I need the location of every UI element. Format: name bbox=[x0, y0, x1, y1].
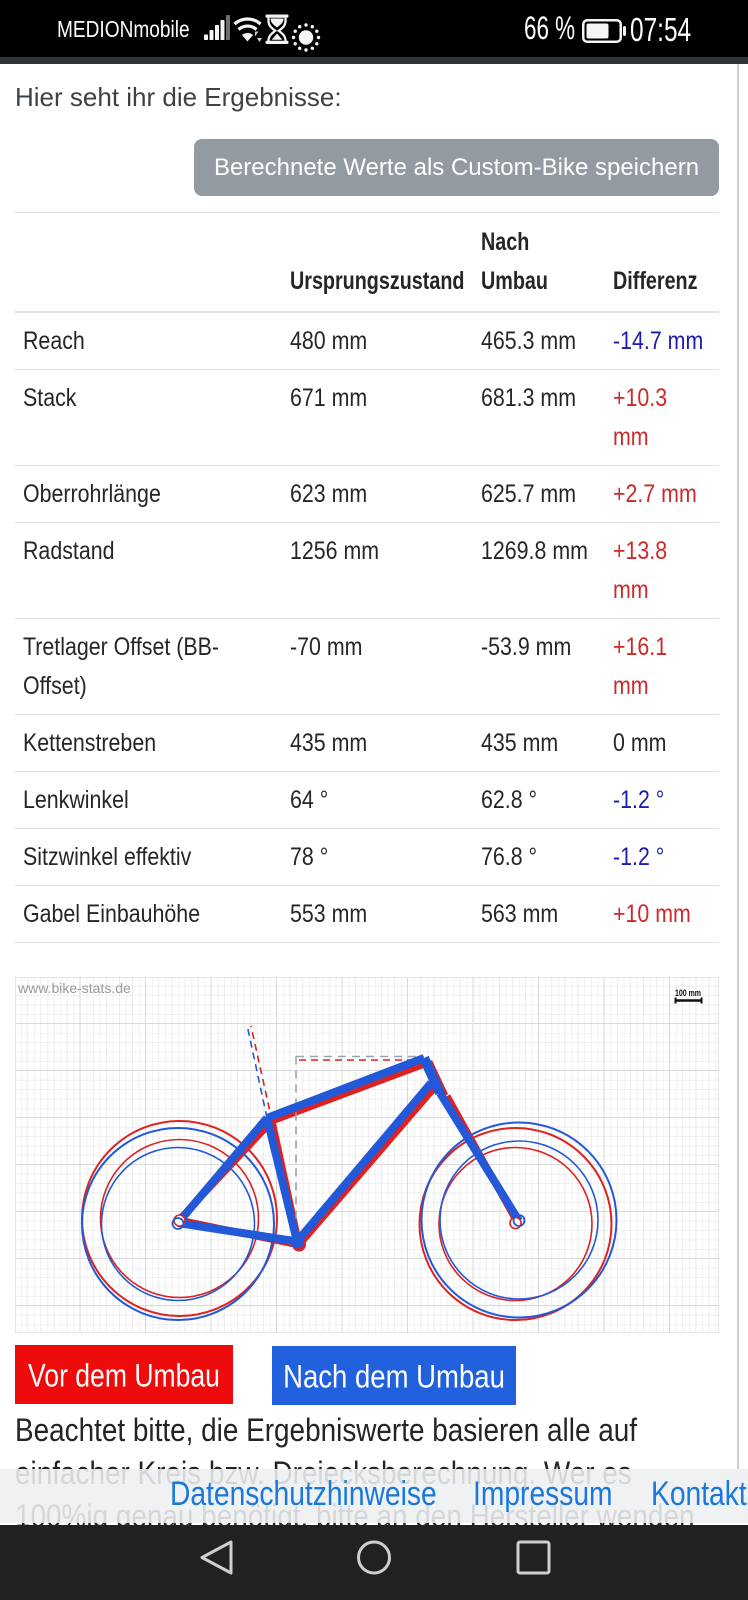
svg-text:www.bike-stats.de: www.bike-stats.de bbox=[17, 980, 131, 996]
svg-text:100 mm: 100 mm bbox=[675, 988, 701, 999]
